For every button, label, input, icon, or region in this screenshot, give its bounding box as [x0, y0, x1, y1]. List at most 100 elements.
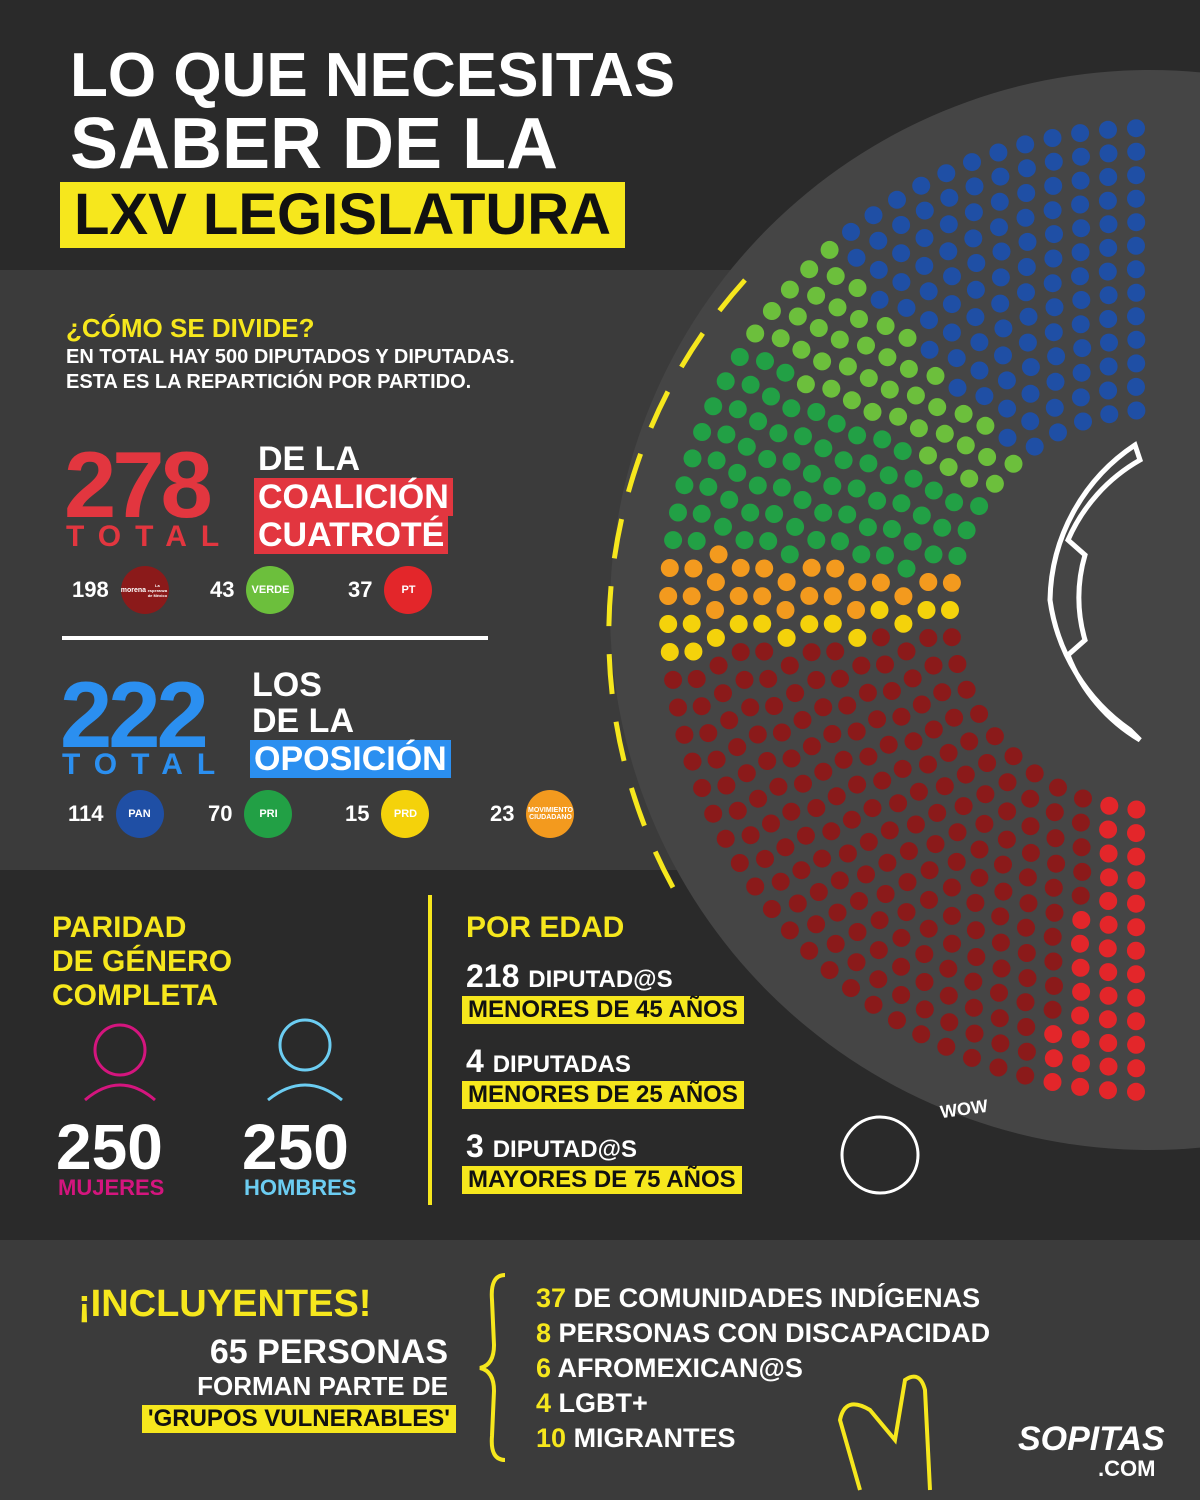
seat: [876, 885, 895, 903]
seat: [1018, 969, 1037, 988]
seat: [762, 900, 781, 918]
seat: [823, 477, 842, 495]
seat: [704, 397, 723, 416]
seat: [802, 737, 821, 756]
seat: [1100, 333, 1118, 352]
seat: [814, 439, 833, 458]
seat: [997, 830, 1016, 849]
seat: [756, 352, 774, 371]
seat: [998, 802, 1017, 821]
seat: [683, 752, 702, 771]
seat: [1071, 1006, 1090, 1025]
seat: [826, 559, 845, 578]
seat: [782, 399, 801, 418]
seat: [1127, 1059, 1146, 1078]
seat: [992, 959, 1011, 978]
seat: [755, 559, 774, 578]
seat: [741, 826, 760, 845]
seat: [659, 587, 678, 605]
seat: [759, 669, 778, 688]
seat: [989, 143, 1008, 162]
seat: [915, 1000, 934, 1019]
seat: [991, 907, 1010, 926]
seat: [868, 491, 887, 510]
seat: [892, 244, 911, 263]
seat: [858, 518, 877, 537]
seat: [838, 357, 857, 376]
seat: [1127, 307, 1145, 326]
seat: [847, 479, 866, 498]
seat: [903, 532, 922, 551]
seat: [717, 425, 736, 444]
seat: [1127, 330, 1146, 349]
unit: PERSONAS: [257, 1333, 448, 1371]
seat: [926, 835, 945, 854]
party-logo: VERDE: [246, 566, 295, 614]
seat: [915, 945, 934, 964]
age-label: MENORES DE 45 AÑOS: [462, 996, 744, 1024]
seat: [802, 643, 821, 662]
seat: [898, 328, 917, 347]
seat: [728, 801, 747, 820]
seat: [990, 1009, 1009, 1028]
seat: [869, 260, 888, 279]
seat: [776, 363, 795, 382]
seat: [1127, 401, 1146, 420]
seat: [782, 802, 801, 821]
seat: [975, 387, 994, 406]
seat: [1099, 986, 1118, 1005]
seat: [826, 934, 845, 953]
seat: [753, 587, 772, 606]
seat: [892, 957, 911, 976]
seat: [966, 893, 985, 912]
seat: [709, 545, 728, 564]
seat: [827, 787, 846, 806]
seat: [737, 764, 756, 783]
seat: [693, 779, 712, 797]
seat: [820, 240, 839, 259]
seat-count: 23: [490, 801, 515, 826]
caption-highlight: COALICIÓN: [254, 478, 453, 516]
party: 23 MOVIMIENTO CIUDADANO: [490, 790, 575, 838]
seat: [998, 428, 1017, 447]
seat: [992, 242, 1011, 261]
seat: [1049, 423, 1067, 442]
seat: [728, 400, 747, 419]
seat: [945, 708, 964, 727]
seat: [683, 449, 702, 468]
woman-icon: [84, 1023, 156, 1102]
seat: [1073, 862, 1092, 881]
seat: [892, 216, 911, 234]
seat: [1127, 166, 1146, 185]
seat: [928, 803, 947, 822]
seat: [831, 532, 849, 551]
caption: FORMAN PARTE DE: [197, 1371, 448, 1401]
seat: [889, 794, 908, 813]
seat: [863, 402, 882, 421]
seat: [1127, 824, 1145, 843]
age-line: 4 DIPUTADAS: [466, 1045, 631, 1077]
seat: [1071, 1077, 1090, 1096]
heading: PARIDAD: [52, 911, 187, 944]
seat: [847, 601, 865, 619]
seat: [692, 504, 711, 523]
seat: [1100, 796, 1119, 815]
seat: [928, 398, 947, 417]
seat: [1099, 238, 1118, 257]
seat: [948, 547, 967, 565]
seat: [1043, 201, 1062, 220]
seat: [998, 773, 1017, 792]
seat: [746, 877, 765, 896]
seat: [966, 921, 985, 940]
seat: [1071, 315, 1090, 334]
seat: [970, 868, 989, 887]
seat: [1099, 915, 1118, 934]
seat: [717, 776, 736, 795]
seat: [871, 573, 890, 592]
seat: [941, 601, 959, 619]
seat: [878, 853, 897, 872]
seat: [1045, 903, 1064, 922]
seat: [869, 970, 888, 989]
seat: [893, 442, 912, 461]
seat: [749, 789, 768, 808]
